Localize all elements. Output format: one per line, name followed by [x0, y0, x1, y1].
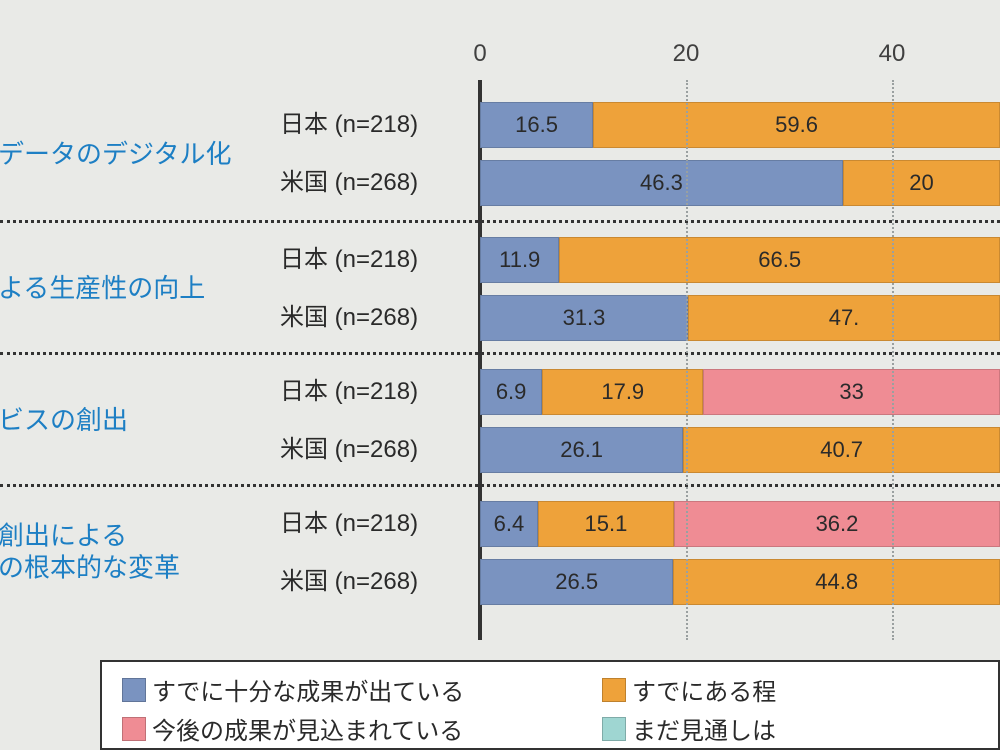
bar-segment: 11.9: [480, 237, 559, 283]
x-axis-ticks: 02040: [480, 40, 1000, 70]
group-label: 創出によるの根本的な変革: [0, 519, 278, 584]
chart-groups: データのデジタル化日本 (n=218)16.559.6米国 (n=268)46.…: [0, 88, 1000, 616]
bar-segment: 26.1: [480, 427, 683, 473]
row-label: 米国 (n=268): [280, 427, 470, 473]
chart-group: データのデジタル化日本 (n=218)16.559.6米国 (n=268)46.…: [0, 88, 1000, 220]
stacked-bar: 26.140.7: [480, 427, 1000, 473]
chart-group: よる生産性の向上日本 (n=218)11.966.5米国 (n=268)31.3…: [0, 220, 1000, 352]
group-label: ビスの創出: [0, 403, 278, 436]
bar-segment: 16.5: [480, 102, 593, 148]
legend-label: すでに十分な成果が出ている: [152, 672, 464, 707]
chart-area: 02040 データのデジタル化日本 (n=218)16.559.6米国 (n=2…: [0, 40, 1000, 640]
legend-label: すでにある程: [632, 672, 776, 707]
row-label: 日本 (n=218): [280, 237, 470, 283]
legend-label: まだ見通しは: [632, 711, 776, 746]
row-label: 米国 (n=268): [280, 295, 470, 341]
stacked-bar: 6.415.136.2: [480, 501, 1000, 547]
legend-swatch: [602, 678, 626, 702]
stacked-bar: 16.559.6: [480, 102, 1000, 148]
legend-swatch: [122, 717, 146, 741]
row-label: 米国 (n=268): [280, 559, 470, 605]
stacked-bar: 46.320: [480, 160, 1000, 206]
gridline: [686, 80, 688, 640]
stacked-bar: 6.917.933: [480, 369, 1000, 415]
legend-item: まだ見通しは: [602, 711, 776, 746]
bar-segment: 20: [843, 160, 1000, 206]
gridline: [892, 80, 894, 640]
legend-label: 今後の成果が見込まれている: [152, 711, 463, 746]
legend-item: すでにある程: [602, 672, 776, 707]
bar-segment: 33: [703, 369, 1000, 415]
bar-segment: 15.1: [538, 501, 674, 547]
axis-tick: 0: [473, 40, 486, 68]
legend-swatch: [602, 717, 626, 741]
bar-segment: 6.4: [480, 501, 538, 547]
legend: すでに十分な成果が出ている すでにある程今後の成果が見込まれている まだ見通しは: [100, 660, 1000, 750]
row-label: 米国 (n=268): [280, 160, 470, 206]
bar-segment: 31.3: [480, 295, 688, 341]
bar-segment: 26.5: [480, 559, 673, 605]
chart-group: 創出によるの根本的な変革日本 (n=218)6.415.136.2米国 (n=2…: [0, 484, 1000, 616]
bar-segment: 17.9: [542, 369, 703, 415]
row-label: 日本 (n=218): [280, 369, 470, 415]
bar-segment: 40.7: [683, 427, 1000, 473]
legend-item: すでに十分な成果が出ている: [122, 672, 542, 707]
bar-segment: 66.5: [559, 237, 1000, 283]
axis-tick: 20: [673, 40, 700, 68]
stacked-bar: 31.347.: [480, 295, 1000, 341]
bar-segment: 47.: [688, 295, 1000, 341]
group-label: よる生産性の向上: [0, 271, 278, 304]
bar-segment: 46.3: [480, 160, 843, 206]
chart-group: ビスの創出日本 (n=218)6.917.933米国 (n=268)26.140…: [0, 352, 1000, 484]
bar-segment: 36.2: [674, 501, 1000, 547]
bar-segment: 44.8: [673, 559, 1000, 605]
bar-segment: 6.9: [480, 369, 542, 415]
row-label: 日本 (n=218): [280, 501, 470, 547]
stacked-bar: 11.966.5: [480, 237, 1000, 283]
axis-tick: 40: [879, 40, 906, 68]
stacked-bar: 26.544.8: [480, 559, 1000, 605]
group-label: データのデジタル化: [0, 138, 278, 171]
row-label: 日本 (n=218): [280, 102, 470, 148]
legend-item: 今後の成果が見込まれている: [122, 711, 542, 746]
legend-swatch: [122, 678, 146, 702]
bar-segment: 59.6: [593, 102, 1000, 148]
